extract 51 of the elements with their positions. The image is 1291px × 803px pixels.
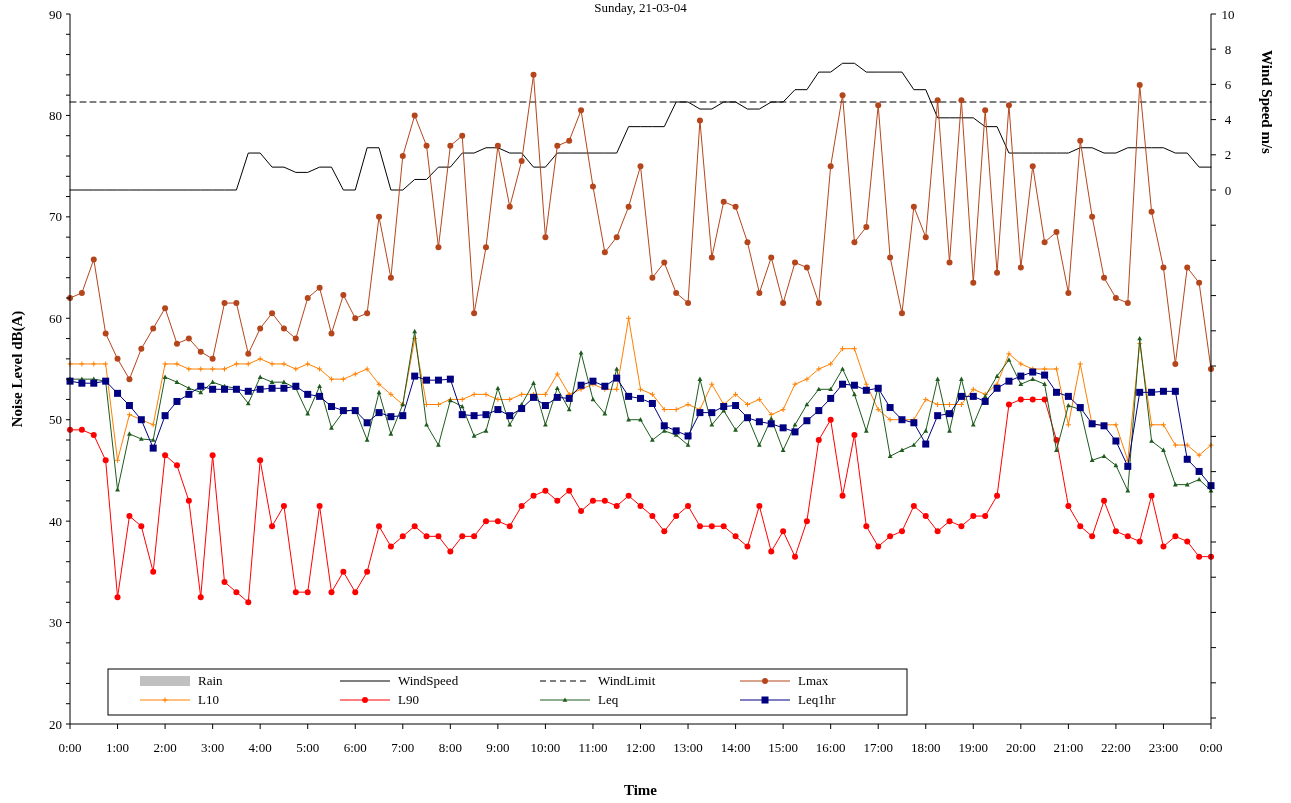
x-tick-label: 19:00 <box>958 740 989 755</box>
y2-tick-label: 0 <box>1224 182 1232 198</box>
x-tick-label: 3:00 <box>201 740 225 755</box>
legend-label: WindLimit <box>598 673 656 688</box>
x-tick-label: 0:00 <box>1199 740 1223 755</box>
y-tick-label: 90 <box>49 6 62 22</box>
x-tick-label: 20:00 <box>1006 740 1036 755</box>
y-tick-label: 20 <box>49 716 62 732</box>
x-axis-title: Time <box>623 782 658 798</box>
x-tick-label: 15:00 <box>768 740 798 755</box>
x-tick-label: 22:00 <box>1101 740 1131 755</box>
x-tick-label: 11:00 <box>578 740 608 755</box>
x-tick-label: 5:00 <box>296 740 320 755</box>
x-tick-label: 14:00 <box>720 740 751 755</box>
y2-tick-label: 2 <box>1224 147 1232 163</box>
x-tick-label: 17:00 <box>863 740 894 755</box>
x-tick-label: 23:00 <box>1148 740 1179 755</box>
y-tick-label: 80 <box>49 107 62 123</box>
legend-label: L90 <box>398 692 419 707</box>
x-tick-label: 1:00 <box>105 740 130 755</box>
y-tick-label: 60 <box>49 310 62 326</box>
x-tick-label: 7:00 <box>391 740 415 755</box>
y-axis-title: Noise Level dB(A) <box>9 310 26 428</box>
y-tick-label: 30 <box>49 615 62 631</box>
legend-label: Leq <box>598 692 619 707</box>
x-tick-label: 0:00 <box>58 740 82 755</box>
y-tick-label: 70 <box>49 209 62 225</box>
legend-label: Rain <box>198 673 224 688</box>
legend-label: L10 <box>198 692 219 707</box>
y2-tick-label: 10 <box>1221 6 1235 22</box>
x-tick-label: 18:00 <box>910 740 941 755</box>
y2-tick-label: 4 <box>1224 112 1232 128</box>
legend-label: Lmax <box>798 673 829 688</box>
x-tick-label: 8:00 <box>438 740 462 755</box>
x-tick-label: 10:00 <box>530 740 561 755</box>
y2-axis-title: Wind Speed m/s <box>1259 50 1275 155</box>
x-tick-label: 16:00 <box>815 740 846 755</box>
x-tick-label: 9:00 <box>486 740 510 755</box>
y-tick-label: 40 <box>49 513 62 529</box>
legend-label: WindSpeed <box>398 673 459 688</box>
legend-label: Leq1hr <box>798 692 837 707</box>
chart-title: Sunday, 21-03-04 <box>594 0 688 15</box>
y2-tick-label: 6 <box>1224 76 1232 92</box>
x-tick-label: 21:00 <box>1053 740 1084 755</box>
y2-tick-label: 8 <box>1224 41 1232 57</box>
x-tick-label: 6:00 <box>343 740 367 755</box>
x-tick-label: 4:00 <box>248 740 272 755</box>
y-tick-label: 50 <box>49 412 62 428</box>
x-tick-label: 13:00 <box>673 740 703 755</box>
x-tick-label: 12:00 <box>625 740 656 755</box>
x-tick-label: 2:00 <box>153 740 177 755</box>
